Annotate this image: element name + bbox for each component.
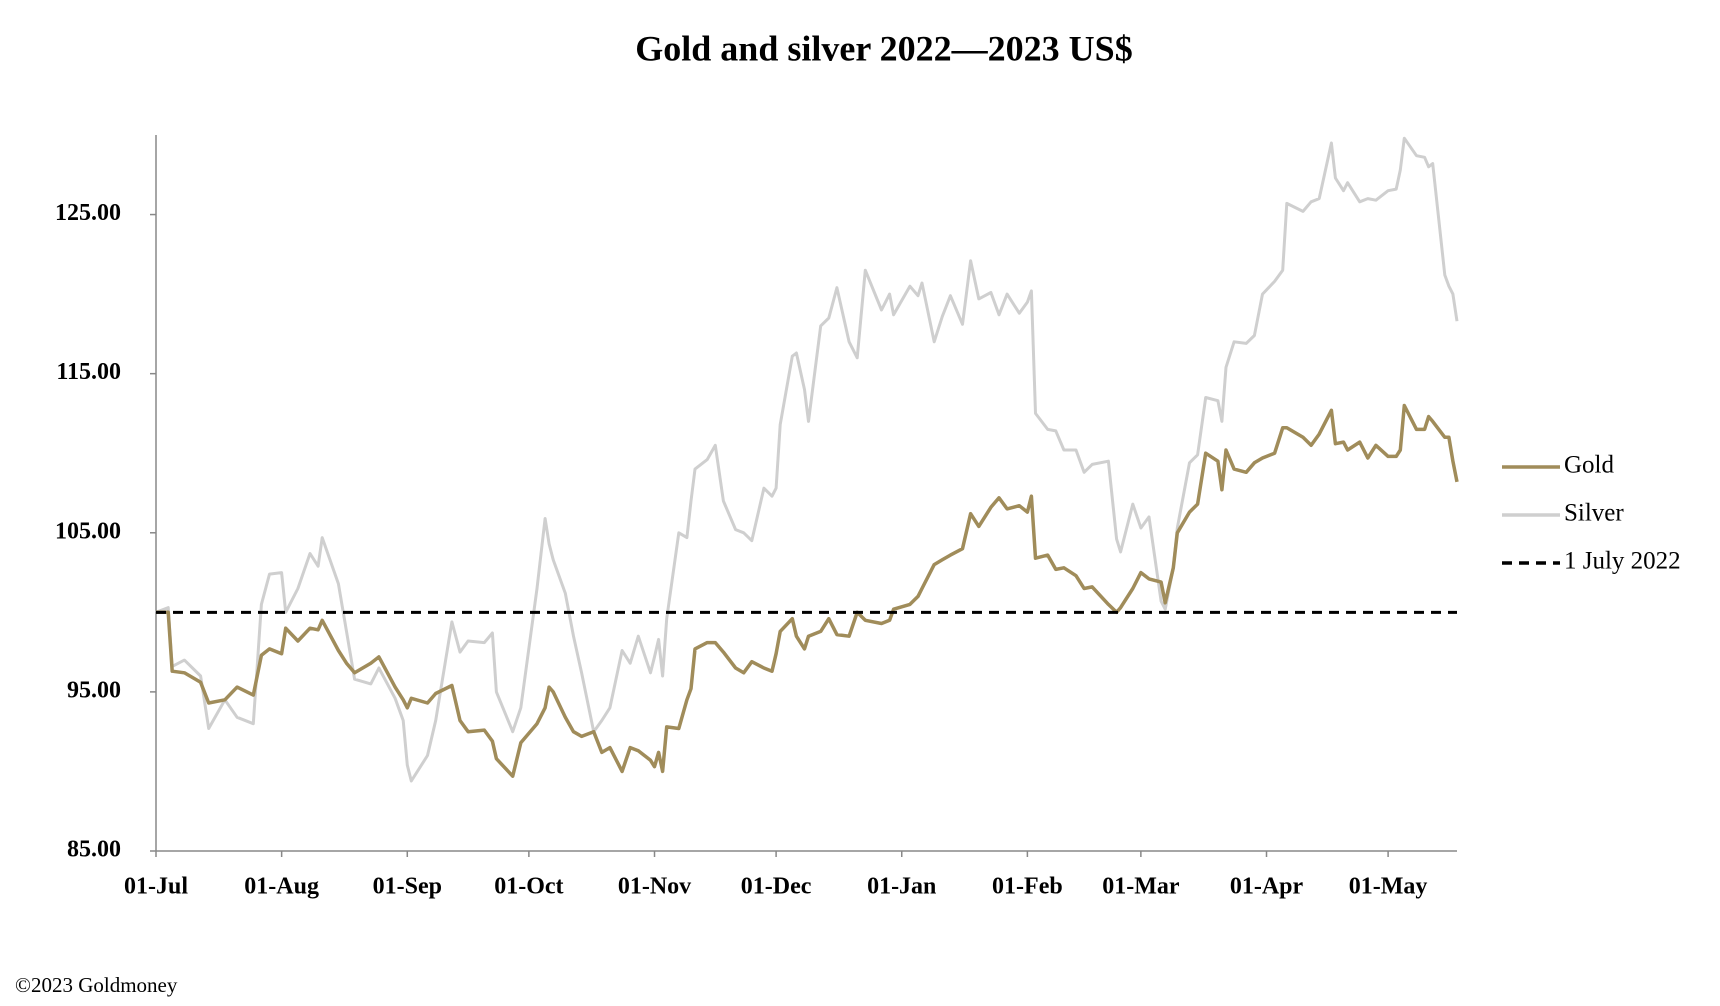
x-tick-label: 01-Oct <box>494 874 563 900</box>
x-tick-label: 01-Apr <box>1230 874 1304 900</box>
x-tick-label: 01-Sep <box>373 874 442 900</box>
y-tick-label: 115.00 <box>56 359 121 385</box>
x-tick-label: 01-Mar <box>1102 874 1180 900</box>
x-tick-label: 01-Nov <box>618 874 691 900</box>
x-tick-label: 01-Aug <box>244 874 319 900</box>
copyright: ©2023 Goldmoney <box>15 973 178 997</box>
y-tick-label: 95.00 <box>67 677 121 703</box>
x-tick-label: 01-Feb <box>992 874 1063 900</box>
legend-label: Gold <box>1564 452 1615 479</box>
x-tick-label: 01-May <box>1349 874 1428 900</box>
series-line <box>156 403 1459 778</box>
chart-title: Gold and silver 2022—2023 US$ <box>635 28 1132 68</box>
y-tick-label: 125.00 <box>55 200 121 226</box>
x-tick-label: 01-Dec <box>741 874 812 900</box>
series-line <box>155 136 1459 783</box>
y-tick-label: 105.00 <box>55 518 121 544</box>
legend-label: 1 July 2022 <box>1564 548 1681 575</box>
x-tick-label: 01-Jul <box>124 874 188 900</box>
y-tick-label: 85.00 <box>67 837 121 863</box>
legend-label: Silver <box>1564 500 1624 527</box>
x-tick-label: 01-Jan <box>867 874 936 900</box>
